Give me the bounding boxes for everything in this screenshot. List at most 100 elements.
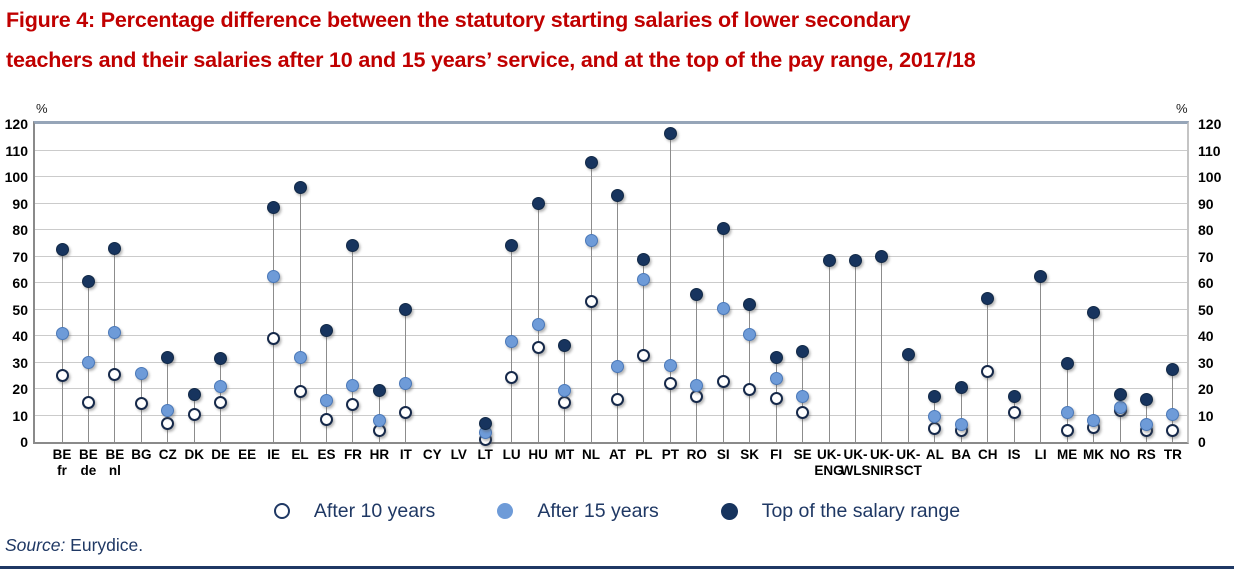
data-point-top-of-salary-range [505, 239, 519, 253]
stem [881, 256, 883, 442]
data-point-top-of-salary-range [637, 252, 651, 266]
gridline [35, 335, 1187, 336]
data-point-top-of-salary-range [584, 155, 598, 169]
x-axis-category-label-line: nl [108, 463, 121, 478]
data-point-after-15-years [399, 377, 413, 391]
data-point-after-15-years [372, 414, 386, 428]
stem [855, 260, 856, 442]
x-axis-category-label-line: HU [528, 447, 548, 462]
data-point-top-of-salary-range [875, 250, 889, 263]
data-point-after-10-years [214, 395, 228, 409]
data-point-after-15-years [584, 234, 598, 248]
x-axis-category-label: RS [1126, 447, 1166, 463]
x-axis-category-label: NO [1100, 447, 1140, 463]
stem [273, 207, 275, 442]
data-point-after-15-years [505, 334, 519, 348]
gridline [35, 282, 1187, 283]
legend-label: After 10 years [313, 499, 436, 522]
y-axis-tick-label-right: 40 [1198, 328, 1214, 344]
x-axis-category-label-line: CY [422, 447, 442, 462]
data-point-after-15-years [531, 317, 545, 331]
x-axis-category-label: ME [1047, 447, 1087, 463]
data-point-after-10-years [558, 395, 572, 409]
x-axis-category-label-line: RO [686, 447, 707, 462]
figure-title: Figure 4: Percentage difference between … [6, 0, 1230, 80]
x-axis-category-label-line: DE [211, 447, 231, 462]
stem [749, 304, 751, 442]
stem [405, 309, 407, 442]
stem [167, 357, 169, 442]
data-point-after-15-years [663, 358, 677, 372]
data-point-after-15-years [108, 325, 122, 339]
x-axis-category-label: CH [968, 447, 1008, 463]
y-axis-tick-label-right: 90 [1198, 195, 1214, 212]
data-point-top-of-salary-range [187, 387, 201, 401]
data-point-after-15-years [55, 326, 69, 340]
stem [828, 260, 830, 442]
data-point-top-of-salary-range [928, 390, 942, 404]
data-point-top-of-salary-range [796, 345, 810, 359]
x-axis-category-label-line: ES [317, 447, 336, 462]
x-axis-category-label-line: LV [450, 447, 467, 462]
data-point-top-of-salary-range [293, 181, 307, 195]
x-axis-category-label: LU [492, 447, 532, 463]
light-blue-dot-icon [497, 503, 514, 519]
y-axis-tick-label-left: 40 [12, 328, 28, 344]
data-point-top-of-salary-range [1113, 387, 1127, 401]
data-point-after-15-years [610, 359, 624, 373]
x-axis-category-label: AL [915, 447, 955, 463]
gridline [35, 308, 1187, 310]
data-point-top-of-salary-range [267, 200, 281, 214]
legend-label: Top of the salary range [761, 499, 961, 522]
x-axis-category-label: BG [121, 447, 161, 463]
x-axis-category-label: FR [333, 447, 373, 463]
y-axis-unit-right: % [1176, 101, 1188, 116]
legend-item-after-10-years: After 10 years [273, 499, 436, 523]
x-axis-category-label-line: SI [716, 447, 730, 462]
stem [696, 294, 698, 442]
data-point-top-of-salary-range [1034, 269, 1048, 283]
data-point-top-of-salary-range [849, 253, 862, 267]
x-axis-category-label: UK- ENG [809, 447, 849, 479]
x-axis-category-label: HR [359, 447, 399, 463]
x-axis-category-label-line: BE [105, 447, 125, 462]
x-axis-category-label-line: UK- [817, 447, 842, 462]
source-text: Eurydice. [65, 535, 144, 555]
y-axis-tick-label-right: 100 [1198, 169, 1222, 185]
x-axis-category-label: IS [994, 447, 1034, 463]
x-axis-category-label-line: UK- [896, 447, 921, 462]
data-point-after-10-years [584, 295, 598, 309]
stem [722, 228, 724, 442]
gridline [35, 176, 1187, 177]
bottom-rule [0, 566, 1234, 569]
gridline [35, 388, 1187, 389]
data-point-after-10-years [981, 365, 995, 379]
data-point-top-of-salary-range [320, 324, 333, 338]
stem [1040, 276, 1042, 442]
y-axis-tick-label-right: 10 [1198, 407, 1214, 424]
stem [1172, 369, 1174, 442]
stem [114, 248, 116, 442]
data-point-top-of-salary-range [663, 126, 677, 140]
x-axis-category-label: BE de [68, 447, 108, 479]
y-axis-tick-label-left: 10 [12, 407, 28, 424]
data-point-after-10-years [928, 422, 942, 436]
data-point-after-10-years [161, 416, 175, 430]
data-point-top-of-salary-range [161, 350, 175, 364]
data-point-after-15-years [293, 350, 307, 364]
x-axis-category-label-line: RS [1137, 447, 1156, 462]
data-point-after-15-years [690, 378, 704, 392]
data-point-top-of-salary-range [690, 288, 704, 302]
data-point-after-10-years [690, 390, 704, 404]
x-axis-category-label-line: PL [635, 447, 653, 462]
data-point-after-15-years [928, 410, 942, 424]
data-point-top-of-salary-range [716, 222, 730, 236]
x-axis-category-label: NL [571, 447, 611, 463]
x-axis-category-label-line: AL [925, 447, 944, 462]
x-axis-category-label-line: SCT [894, 463, 922, 478]
gridline [35, 255, 1187, 257]
data-point-top-of-salary-range [81, 275, 95, 289]
data-point-after-10-years [81, 395, 95, 409]
x-axis-category-label-line: SE [793, 447, 812, 462]
